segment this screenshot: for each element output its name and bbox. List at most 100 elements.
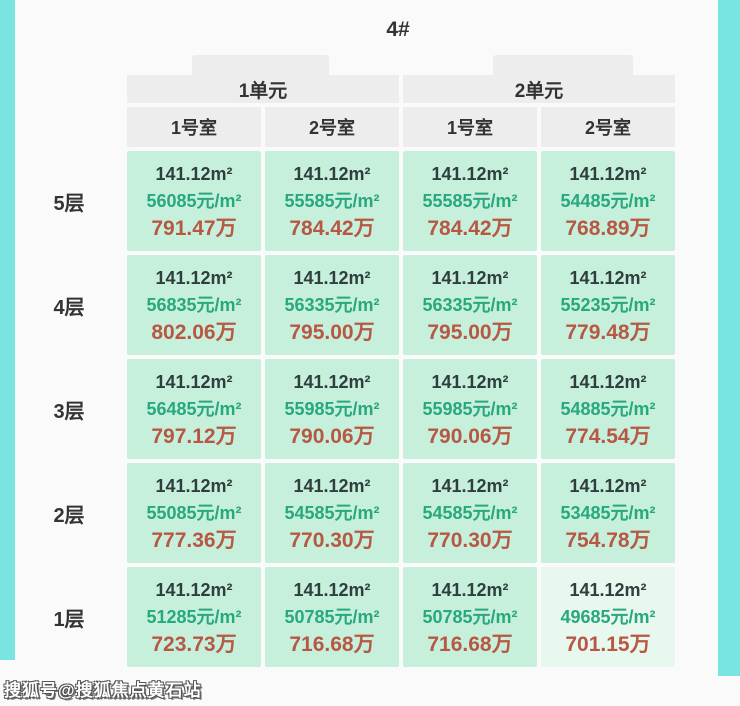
total-price-value: 770.30万 <box>427 528 513 552</box>
unit-price-value: 49685元/m² <box>560 606 656 627</box>
price-cell: 141.12m² 53485元/m² 754.78万 <box>541 463 675 563</box>
total-price-value: 790.06万 <box>427 424 513 448</box>
area-value: 141.12m² <box>293 579 371 600</box>
area-value: 141.12m² <box>155 267 233 288</box>
unit-price-value: 55585元/m² <box>284 190 380 211</box>
unit-price-value: 56085元/m² <box>146 190 242 211</box>
area-value: 141.12m² <box>293 475 371 496</box>
price-cell: 141.12m² 55085元/m² 777.36万 <box>127 463 261 563</box>
area-value: 141.12m² <box>569 267 647 288</box>
unit-price-value: 54885元/m² <box>560 398 656 419</box>
unit-price-value: 56335元/m² <box>284 294 380 315</box>
unit-price-value: 53485元/m² <box>560 502 656 523</box>
unit-2-header: 2单元 <box>403 75 675 103</box>
price-cell: 141.12m² 56835元/m² 802.06万 <box>127 255 261 355</box>
unit-price-value: 54485元/m² <box>560 190 656 211</box>
price-cell: 141.12m² 56085元/m² 791.47万 <box>127 151 261 251</box>
area-value: 141.12m² <box>569 475 647 496</box>
room-header: 1号室 <box>403 107 537 147</box>
total-price-value: 791.47万 <box>151 216 237 240</box>
unit-price-value: 50785元/m² <box>284 606 380 627</box>
area-value: 141.12m² <box>155 579 233 600</box>
unit-price-value: 55985元/m² <box>422 398 518 419</box>
area-value: 141.12m² <box>155 475 233 496</box>
unit-price-value: 55085元/m² <box>146 502 242 523</box>
area-value: 141.12m² <box>431 163 509 184</box>
unit-price-value: 56835元/m² <box>146 294 242 315</box>
unit-price-value: 55585元/m² <box>422 190 518 211</box>
price-cell: 141.12m² 56485元/m² 797.12万 <box>127 359 261 459</box>
area-value: 141.12m² <box>431 267 509 288</box>
total-price-value: 716.68万 <box>427 632 513 656</box>
price-table: 1单元 2单元 1号室 2号室 1号室 2号室 5层 141.12m² 5608… <box>15 55 675 667</box>
total-price-value: 754.78万 <box>565 528 651 552</box>
price-cell: 141.12m² 50785元/m² 716.68万 <box>403 567 537 667</box>
unit-price-value: 54585元/m² <box>422 502 518 523</box>
right-decorative-bar <box>718 0 740 676</box>
total-price-value: 784.42万 <box>427 216 513 240</box>
page-title: 4# <box>386 18 410 41</box>
area-value: 141.12m² <box>569 579 647 600</box>
price-cell: 141.12m² 56335元/m² 795.00万 <box>265 255 399 355</box>
unit-price-value: 50785元/m² <box>422 606 518 627</box>
area-value: 141.12m² <box>431 579 509 600</box>
room-header: 2号室 <box>265 107 399 147</box>
total-price-value: 779.48万 <box>565 320 651 344</box>
watermark: 搜狐号@搜狐焦点黄石站 <box>4 681 202 700</box>
price-cell: 141.12m² 55585元/m² 784.42万 <box>265 151 399 251</box>
area-value: 141.12m² <box>293 163 371 184</box>
unit-price-value: 55235元/m² <box>560 294 656 315</box>
floor-label: 3层 <box>53 400 85 423</box>
area-value: 141.12m² <box>155 163 233 184</box>
floor-label: 2层 <box>53 504 85 527</box>
area-value: 141.12m² <box>431 475 509 496</box>
total-price-value: 770.30万 <box>289 528 375 552</box>
floor-label: 5层 <box>53 192 85 215</box>
total-price-value: 723.73万 <box>151 632 237 656</box>
total-price-value: 768.89万 <box>565 216 651 240</box>
price-cell: 141.12m² 55985元/m² 790.06万 <box>265 359 399 459</box>
price-cell: 141.12m² 55235元/m² 779.48万 <box>541 255 675 355</box>
price-cell-highlighted: 141.12m² 49685元/m² 701.15万 <box>541 567 675 667</box>
total-price-value: 784.42万 <box>289 216 375 240</box>
total-price-value: 774.54万 <box>565 424 651 448</box>
price-cell: 141.12m² 54485元/m² 768.89万 <box>541 151 675 251</box>
unit-price-value: 55985元/m² <box>284 398 380 419</box>
room-header: 2号室 <box>541 107 675 147</box>
area-value: 141.12m² <box>293 371 371 392</box>
price-cell: 141.12m² 50785元/m² 716.68万 <box>265 567 399 667</box>
unit-price-value: 56335元/m² <box>422 294 518 315</box>
total-price-value: 790.06万 <box>289 424 375 448</box>
total-price-value: 701.15万 <box>565 632 651 656</box>
table-grid: 1单元 2单元 1号室 2号室 1号室 2号室 5层 141.12m² 5608… <box>15 75 675 667</box>
unit-tab-row <box>15 55 675 75</box>
price-cell: 141.12m² 56335元/m² 795.00万 <box>403 255 537 355</box>
room-header: 1号室 <box>127 107 261 147</box>
price-cell: 141.12m² 54585元/m² 770.30万 <box>403 463 537 563</box>
total-price-value: 797.12万 <box>151 424 237 448</box>
unit-1-header: 1单元 <box>127 75 399 103</box>
unit-price-value: 54585元/m² <box>284 502 380 523</box>
price-cell: 141.12m² 55585元/m² 784.42万 <box>403 151 537 251</box>
total-price-value: 777.36万 <box>151 528 237 552</box>
unit-1-tab <box>192 55 329 75</box>
unit-price-value: 56485元/m² <box>146 398 242 419</box>
total-price-value: 795.00万 <box>427 320 513 344</box>
corner-spacer <box>15 75 123 103</box>
price-cell: 141.12m² 55985元/m² 790.06万 <box>403 359 537 459</box>
floor-label: 4层 <box>53 296 85 319</box>
price-cell: 141.12m² 54585元/m² 770.30万 <box>265 463 399 563</box>
corner-spacer <box>15 107 123 147</box>
total-price-value: 802.06万 <box>151 320 237 344</box>
area-value: 141.12m² <box>569 163 647 184</box>
price-cell: 141.12m² 54885元/m² 774.54万 <box>541 359 675 459</box>
price-cell: 141.12m² 51285元/m² 723.73万 <box>127 567 261 667</box>
left-decorative-bar <box>0 0 15 660</box>
unit-price-value: 51285元/m² <box>146 606 242 627</box>
area-value: 141.12m² <box>569 371 647 392</box>
floor-label: 1层 <box>53 608 85 631</box>
total-price-value: 795.00万 <box>289 320 375 344</box>
total-price-value: 716.68万 <box>289 632 375 656</box>
area-value: 141.12m² <box>431 371 509 392</box>
area-value: 141.12m² <box>293 267 371 288</box>
